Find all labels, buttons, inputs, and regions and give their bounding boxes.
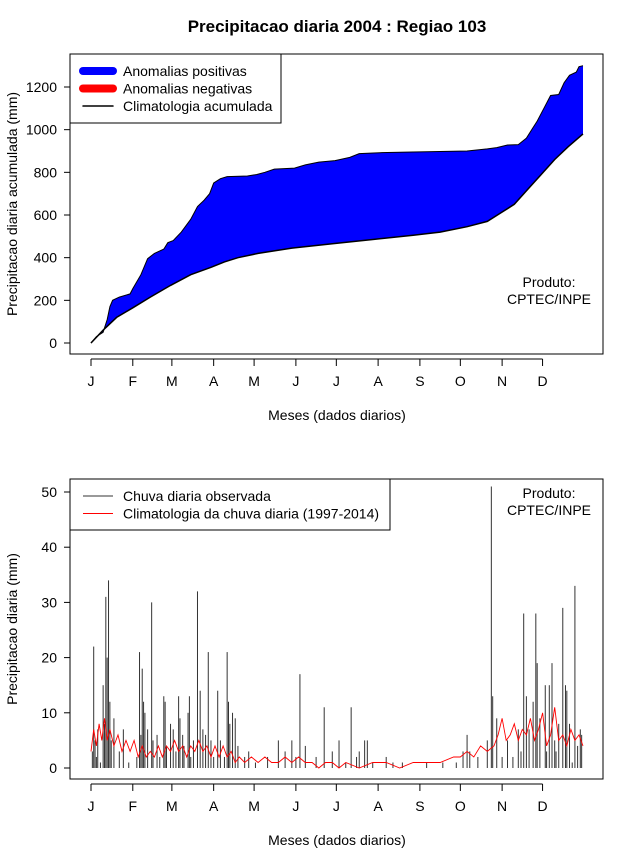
x-tick-label: A <box>209 373 219 389</box>
x-tick-label: N <box>497 373 507 389</box>
plot-frame <box>69 53 604 355</box>
legend-label: Anomalias negativas <box>123 81 252 97</box>
y-tick-label: 50 <box>41 484 57 500</box>
y-tick-label: 10 <box>41 705 57 721</box>
x-tick-label: S <box>415 798 424 814</box>
x-tick-label: J <box>292 798 299 814</box>
x-tick-label: F <box>129 373 138 389</box>
climatology-daily-line <box>90 707 584 769</box>
y-tick-label: 800 <box>34 164 58 180</box>
y-tick-label: 0 <box>49 760 57 776</box>
legend-label: Climatologia acumulada <box>123 98 273 114</box>
product-source: CPTEC/INPE <box>507 502 591 518</box>
y-tick-label: 1200 <box>26 79 57 95</box>
daily-bars <box>91 486 583 768</box>
x-tick-label: O <box>455 798 466 814</box>
x-tick-label: J <box>333 798 340 814</box>
x-tick-label: D <box>537 373 547 389</box>
x-tick-label: S <box>415 373 424 389</box>
x-tick-label: J <box>333 373 340 389</box>
x-tick-label: A <box>373 798 383 814</box>
product-source: CPTEC/INPE <box>507 291 591 307</box>
y-tick-label: 30 <box>41 594 57 610</box>
y-axis-label: Precipitacao diaria (mm) <box>4 553 20 705</box>
x-tick-label: A <box>209 798 219 814</box>
y-tick-label: 200 <box>34 292 58 308</box>
climatology-cumulative-line <box>90 133 584 344</box>
daily-precipitation-panel: 0 10 20 30 40 50 J F M A M J J A S O N D Meses (dados diar… <box>4 478 604 848</box>
x-tick-label: M <box>166 373 178 389</box>
legend-label: Anomalias positivas <box>123 63 247 79</box>
x-tick-label: D <box>537 798 547 814</box>
product-label: Produto: <box>523 485 576 501</box>
chart-title: Precipitacao diaria 2004 : Regiao 103 <box>188 17 487 36</box>
x-tick-label: N <box>497 798 507 814</box>
x-tick-label: J <box>88 373 95 389</box>
x-tick-label: O <box>455 373 466 389</box>
x-axis-label: Meses (dados diarios) <box>268 407 406 423</box>
legend-box <box>69 478 391 531</box>
x-tick-label: M <box>166 798 178 814</box>
y-tick-label: 20 <box>41 650 57 666</box>
product-label: Produto: <box>523 274 576 290</box>
x-tick-label: J <box>88 798 95 814</box>
y-tick-label: 0 <box>49 335 57 351</box>
observed-cumulative-line <box>90 65 584 344</box>
legend-label: Chuva diaria observada <box>123 488 271 504</box>
positive-anomaly-area <box>91 65 583 343</box>
y-tick-label: 1000 <box>26 122 57 138</box>
y-tick-label: 600 <box>34 207 58 223</box>
x-axis-label: Meses (dados diarios) <box>268 832 406 848</box>
legend: Anomalias positivas Anomalias negativasCl… <box>69 53 282 124</box>
y-tick-label: 40 <box>41 539 57 555</box>
x-tick-label: M <box>248 373 260 389</box>
x-tick-label: A <box>373 373 383 389</box>
legend: Chuva diaria observada Climatologia da ch… <box>69 478 391 531</box>
y-tick-label: 400 <box>34 250 58 266</box>
x-tick-label: M <box>248 798 260 814</box>
y-axis-label: Precipitacao diaria acumulada (mm) <box>4 92 20 316</box>
x-tick-label: F <box>129 798 138 814</box>
x-tick-label: J <box>292 373 299 389</box>
cumulative-precipitation-panel: 0 200 400 600 800 1000 1200 J F M A M J J A S O N D Meses (… <box>4 53 604 423</box>
legend-label: Climatologia da chuva diaria (1997-2014) <box>123 506 379 522</box>
